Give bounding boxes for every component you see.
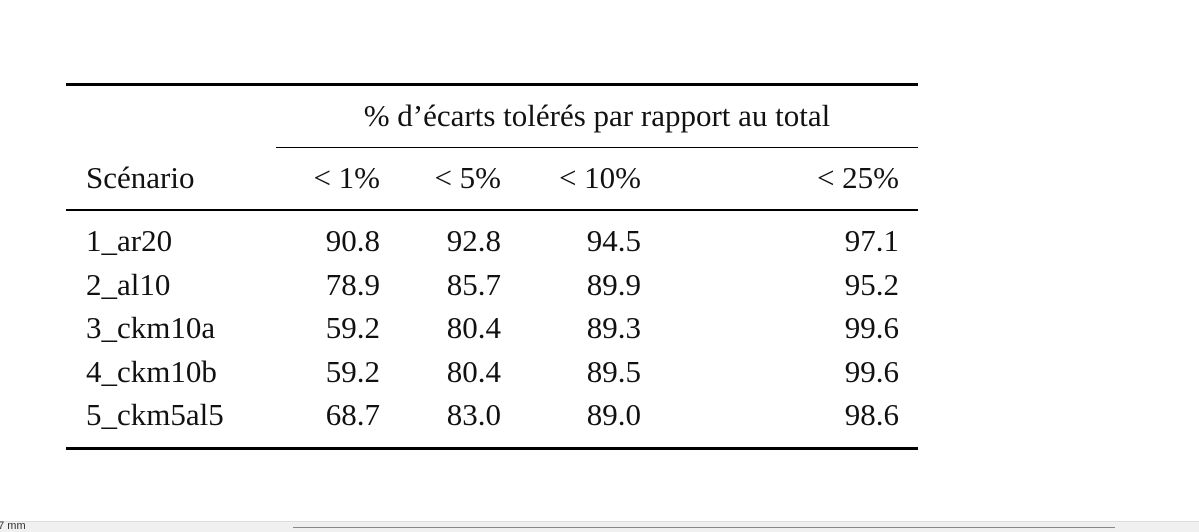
status-measure: 97 mm (0, 520, 26, 532)
table-cell: 89.9 (586, 267, 641, 302)
row-label: 1_ar20 (86, 223, 173, 258)
group-header: % d’écarts tolérés par rapport au total (363, 98, 831, 133)
top-rule (66, 83, 918, 86)
table-cell: 80.4 (446, 354, 501, 389)
table-cell: 92.8 (446, 223, 501, 258)
status-bar (0, 521, 1199, 532)
bottom-rule (66, 447, 918, 450)
table-cell: 85.7 (446, 267, 501, 302)
table-cell: 78.9 (325, 267, 380, 302)
table-cell: 80.4 (446, 310, 501, 345)
table-cell: 99.6 (844, 310, 899, 345)
table-cell: 97.1 (844, 223, 899, 258)
table-cell: 99.6 (844, 354, 899, 389)
table-cell: 90.8 (325, 223, 380, 258)
column-header: < 25% (816, 160, 899, 195)
column-header: < 10% (558, 160, 641, 195)
column-header: < 5% (434, 160, 501, 195)
mid-rule (66, 209, 918, 211)
table-cell: 59.2 (325, 310, 380, 345)
row-label: 5_ckm5al5 (86, 397, 224, 432)
scroll-track (293, 527, 1115, 528)
table-cell: 98.6 (844, 397, 899, 432)
table-cell: 89.3 (586, 310, 641, 345)
table-cell: 89.5 (586, 354, 641, 389)
table-cell: 68.7 (325, 397, 380, 432)
row-label: 2_al10 (86, 267, 171, 302)
row-label: 3_ckm10a (86, 310, 216, 345)
column-header: < 1% (313, 160, 380, 195)
table-cell: 59.2 (325, 354, 380, 389)
cmid-rule (276, 147, 918, 148)
column-header: Scénario (86, 160, 195, 195)
row-label: 4_ckm10b (86, 354, 217, 389)
table-cell: 94.5 (586, 223, 641, 258)
table-cell: 83.0 (446, 397, 501, 432)
table-cell: 89.0 (586, 397, 641, 432)
table-cell: 95.2 (844, 267, 899, 302)
